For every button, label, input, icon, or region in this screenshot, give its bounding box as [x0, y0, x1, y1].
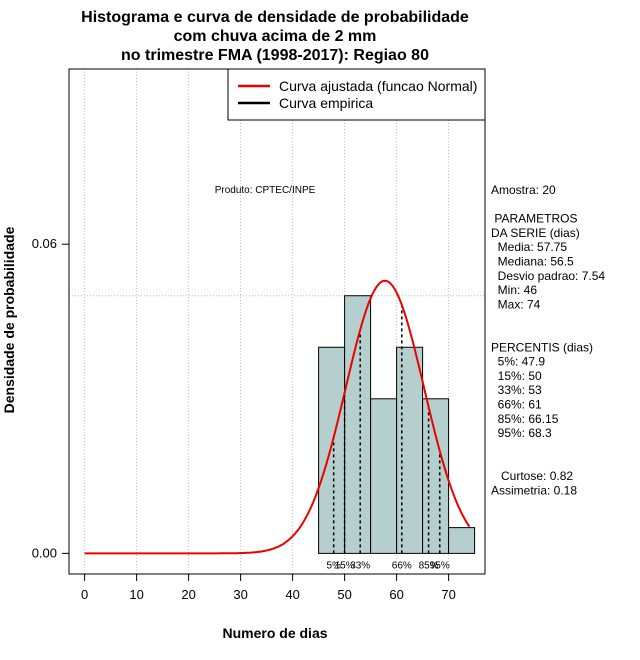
histogram-bar-4	[422, 398, 450, 554]
x-tick-label-1: 10	[129, 587, 143, 602]
percentile-label-4: 85%	[419, 560, 439, 571]
x-axis: 0 10 20 30 40 50 60 70	[81, 573, 456, 602]
percentile-label-3: 66%	[392, 560, 412, 571]
percentile-label-1: 15%	[335, 560, 355, 571]
x-tick-label-4: 40	[285, 587, 299, 602]
x-tick-label-2: 20	[181, 587, 195, 602]
stats-line-7: Min: 46	[491, 283, 537, 297]
stats-line-17: 95%: 68.3	[491, 426, 552, 440]
stats-line-20: Curtose: 0.82	[491, 469, 573, 483]
stats-line-21: Assimetria: 0.18	[491, 483, 577, 497]
legend-box	[227, 68, 486, 121]
y-axis: 0.00 0.06	[32, 236, 69, 560]
stats-line-2: PARAMETROS	[491, 212, 577, 226]
x-tick-label-6: 60	[389, 587, 403, 602]
stats-line-6: Desvio padrao: 7.54	[491, 269, 605, 283]
y-tick-label-1: 0.06	[32, 236, 57, 251]
normal-fit-curve	[84, 279, 471, 555]
stats-line-15: 66%: 61	[491, 398, 542, 412]
stats-line-3: DA SERIE (dias)	[491, 226, 580, 240]
stats-line-13: 15%: 50	[491, 369, 542, 383]
x-tick-label-3: 30	[233, 587, 247, 602]
stats-line-11: PERCENTIS (dias)	[491, 340, 593, 354]
stats-line-0: Amostra: 20	[491, 183, 556, 197]
histogram-bar-3	[396, 346, 424, 554]
x-tick-label-5: 50	[337, 587, 351, 602]
legend: Curva ajustada (funcao Normal) Curva emp…	[227, 68, 486, 121]
x-tick-label-0: 0	[81, 587, 88, 602]
legend-label-empirical: Curva empirica	[279, 95, 373, 111]
stats-line-16: 85%: 66.15	[491, 412, 559, 426]
stats-line-12: 5%: 47.9	[491, 355, 545, 369]
stats-line-5: Mediana: 56.5	[491, 255, 574, 269]
histogram-bar-2	[370, 398, 398, 554]
x-axis-title: Numero de dias	[222, 625, 327, 641]
histogram-bar-1	[344, 295, 372, 554]
chart-title-line-2: com chuva acima de 2 mm	[174, 28, 377, 45]
percentile-label-5: 95%	[430, 560, 450, 571]
stats-line-14: 33%: 53	[491, 383, 542, 397]
stats-line-4: Media: 57.75	[491, 240, 567, 254]
produto-label: Produto: CPTEC/INPE	[215, 185, 316, 196]
chart-title-line-1: Histograma e curva de densidade de proba…	[81, 9, 469, 26]
stats-line-8: Max: 74	[491, 297, 541, 311]
bars-layer	[318, 295, 476, 554]
percentile-label-0: 5%	[326, 560, 341, 571]
legend-label-fit: Curva ajustada (funcao Normal)	[279, 78, 477, 94]
chart-title-line-3: no trimestre FMA (1998-2017): Regiao 80	[121, 47, 429, 64]
y-axis-title: Densidade de probabilidade	[1, 226, 17, 413]
percentile-label-2: 33%	[350, 560, 370, 571]
histogram-bar-5	[448, 527, 476, 554]
x-tick-label-7: 70	[441, 587, 455, 602]
y-tick-label-0: 0.00	[32, 545, 57, 560]
percentile-layer: 5%15%33% 66% 85%95%	[326, 304, 450, 571]
curve-layer	[84, 279, 471, 555]
histogram-bar-0	[318, 346, 346, 554]
